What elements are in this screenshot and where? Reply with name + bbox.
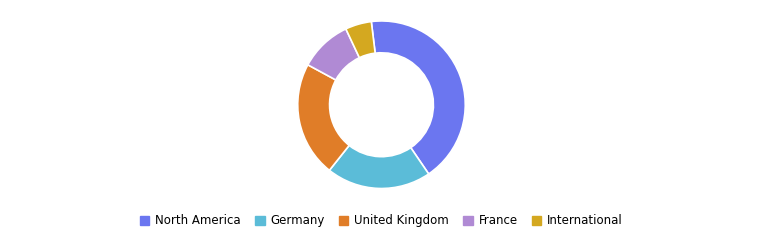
Wedge shape bbox=[346, 22, 375, 58]
Wedge shape bbox=[330, 145, 429, 188]
Legend: North America, Germany, United Kingdom, France, International: North America, Germany, United Kingdom, … bbox=[135, 210, 628, 232]
Wedge shape bbox=[298, 65, 349, 170]
Wedge shape bbox=[307, 29, 359, 80]
Wedge shape bbox=[372, 21, 465, 174]
